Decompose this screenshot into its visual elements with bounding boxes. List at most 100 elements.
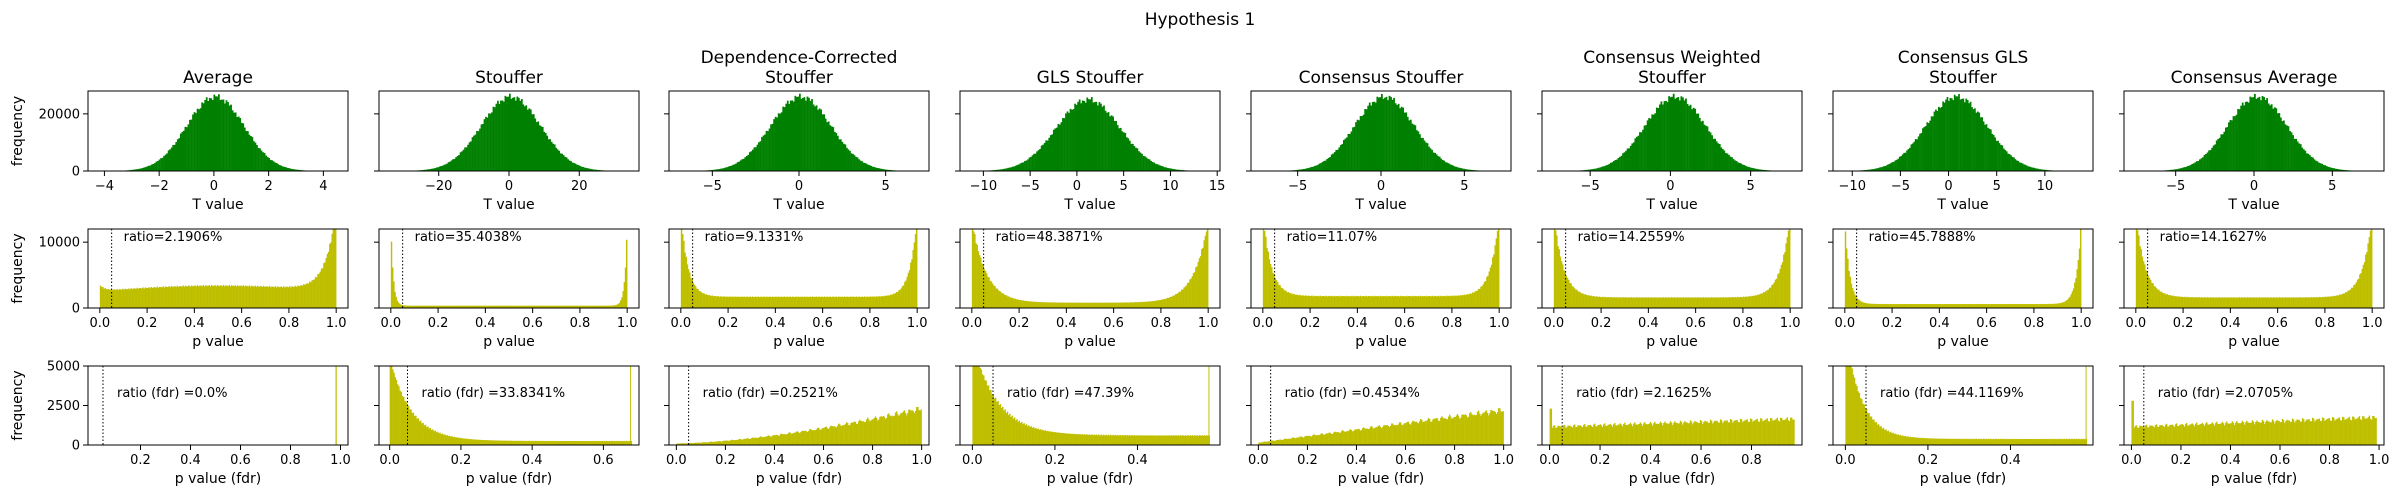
axes-frame: [959, 228, 1221, 309]
histogram-bar: [291, 168, 293, 171]
histogram-bar: [256, 145, 258, 171]
histogram-bar: [981, 374, 984, 445]
histogram-bar: [1130, 143, 1133, 171]
histogram-bar: [2037, 168, 2040, 171]
histogram-bar: [1041, 430, 1043, 445]
histogram-bar: [709, 295, 711, 308]
histogram-bar: [1586, 295, 1589, 308]
histogram-bar: [781, 433, 783, 445]
histogram-bar: [1099, 435, 1101, 445]
histogram-bar: [515, 440, 518, 445]
histogram-bar: [1733, 297, 1735, 308]
histogram-bar: [864, 163, 866, 171]
histogram-bar: [2261, 297, 2263, 308]
histogram-bar: [1550, 408, 1553, 445]
histogram-bar: [748, 152, 751, 171]
histogram-bar: [1706, 297, 1708, 308]
histogram-bar: [723, 440, 725, 445]
histogram-bar: [1204, 435, 1207, 445]
histogram-bar: [829, 296, 832, 308]
histogram-bar: [1693, 297, 1695, 308]
histogram-bar: [2144, 425, 2147, 445]
histogram-bar: [155, 161, 158, 171]
histogram-bar: [2296, 297, 2298, 308]
histogram-bar: [594, 305, 596, 308]
histogram-bar: [1427, 296, 1429, 308]
histogram-bar: [2155, 288, 2158, 308]
histogram-bar: [2235, 422, 2237, 445]
histogram-bar: [1397, 103, 1400, 171]
histogram-bar: [789, 100, 792, 171]
histogram-bar: [421, 423, 423, 445]
histogram-bar: [1666, 423, 1668, 445]
histogram-bar: [465, 438, 468, 445]
histogram-bar: [787, 432, 790, 445]
histogram-bar: [1448, 295, 1450, 308]
histogram-bar: [1340, 296, 1343, 308]
histogram-bar: [1861, 301, 1863, 308]
histogram-bar: [479, 128, 481, 171]
histogram-bar: [1696, 421, 1698, 445]
histogram-bar: [525, 440, 527, 445]
histogram-bar: [1725, 297, 1727, 308]
histogram-bar: [755, 437, 757, 445]
histogram-bar: [780, 112, 783, 171]
histogram-bar: [1957, 439, 1960, 445]
histogram-bar: [218, 286, 220, 308]
histogram-bar: [207, 286, 209, 308]
histogram-bar: [853, 155, 856, 171]
histogram-bar: [1985, 438, 1987, 445]
histogram-bar: [1467, 169, 1470, 171]
histogram-bar: [1994, 137, 1996, 171]
histogram-bar: [2266, 98, 2268, 171]
histogram-bar: [1966, 304, 1968, 308]
histogram-bar: [154, 163, 156, 171]
histogram-bar: [513, 305, 516, 308]
histogram-bar: [698, 442, 701, 445]
histogram-bar: [803, 430, 805, 445]
histogram-bar: [1939, 438, 1941, 445]
histogram-bar: [805, 100, 807, 171]
histogram-bar: [614, 305, 616, 308]
panel-3-5: ratio (fdr) =0.4534%0.0 0.2 0.4 0.6 0.8 1.0p …: [1246, 365, 1514, 487]
histogram-bar: [613, 305, 615, 308]
histogram-bar: [759, 436, 762, 445]
histogram-bar: [1974, 304, 1977, 308]
histogram-bar: [1898, 435, 1900, 445]
histogram-bar: [2074, 439, 2077, 445]
histogram-bar: [1053, 432, 1055, 445]
histogram-bar: [597, 169, 599, 171]
histogram-bar: [1876, 304, 1879, 308]
histogram-bar: [574, 441, 577, 445]
histogram-bar: [396, 384, 399, 445]
histogram-bar: [2183, 167, 2186, 171]
histogram-bar: [1578, 291, 1581, 308]
histogram-bar: [405, 305, 407, 308]
histogram-bar: [762, 135, 765, 171]
x-tick-label: 0.8: [862, 453, 883, 468]
histogram-bar: [290, 287, 292, 308]
histogram-bar: [873, 417, 876, 445]
histogram-bar: [2197, 424, 2199, 445]
histogram-bar: [1739, 296, 1741, 308]
histogram-bar: [1009, 413, 1011, 445]
histogram-bar: [2342, 169, 2345, 171]
histogram-bar: [2071, 291, 2074, 308]
histogram-bar: [1765, 290, 1767, 308]
histogram-bar: [584, 440, 587, 445]
histogram-bar: [1551, 427, 1554, 445]
histogram-bar: [1693, 422, 1695, 445]
histogram-bar: [1092, 302, 1094, 308]
histogram-bar: [1475, 291, 1477, 308]
histogram-bar: [1159, 165, 1162, 171]
histogram-bar: [981, 263, 983, 308]
histogram-bar: [755, 147, 757, 171]
histogram-bar: [1602, 296, 1604, 308]
histogram-bar: [538, 441, 541, 445]
histogram-bar: [770, 124, 772, 171]
histogram-bar: [1864, 303, 1867, 308]
histogram-bar: [1318, 296, 1320, 308]
histogram-bar: [1722, 297, 1725, 308]
histogram-bar: [732, 439, 734, 445]
histogram-bar: [2301, 418, 2304, 445]
